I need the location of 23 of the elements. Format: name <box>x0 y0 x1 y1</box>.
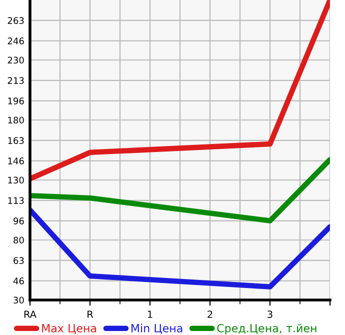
y-tick-label: 246 <box>8 38 24 44</box>
y-tick-label: 96 <box>14 218 24 224</box>
x-tick-label: R <box>88 310 94 318</box>
y-tick-label: 130 <box>8 176 24 184</box>
y-tick-label: 63 <box>14 257 24 264</box>
y-tick-label: 196 <box>8 98 24 104</box>
y-tick-label: 146 <box>8 158 24 164</box>
y-tick-label: 230 <box>8 56 24 64</box>
x-tick-label: 2 <box>208 310 212 318</box>
y-tick-label: 263 <box>8 17 24 24</box>
y-tick-label: 213 <box>8 77 24 84</box>
y-tick-label: 30 <box>14 296 24 304</box>
y-tick-label: 80 <box>14 236 24 244</box>
legend-label: Max Цена <box>42 324 96 334</box>
x-tick-label: 1 <box>148 310 152 318</box>
x-tick-label: RA <box>24 310 36 318</box>
x-tick-label: 3 <box>268 310 272 318</box>
legend-label: Min Цена <box>132 324 182 334</box>
y-tick-label: 113 <box>8 197 24 204</box>
y-tick-label: 163 <box>8 137 24 144</box>
y-tick-label: 46 <box>13 278 24 284</box>
y-tick-label: 180 <box>8 116 24 124</box>
legend-label: Сред.Цена, т.йен <box>217 324 316 335</box>
